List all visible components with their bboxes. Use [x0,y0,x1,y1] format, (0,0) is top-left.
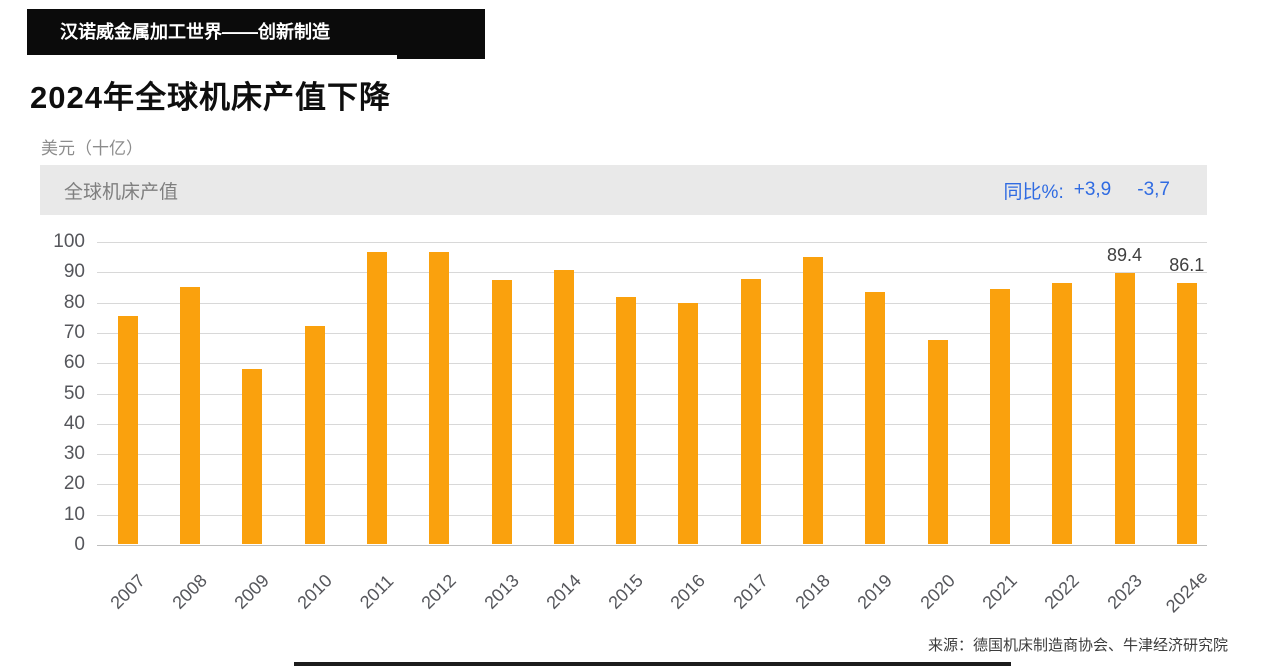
brand-banner-text: 汉诺威金属加工世界——创新制造 [60,22,330,42]
x-axis-tick-label: 2021 [978,570,1021,613]
y-axis-tick-label: 20 [63,473,85,495]
x-axis-tick-label: 2022 [1040,570,1084,613]
bar-2020 [927,340,948,544]
x-axis-tick-label: 2016 [666,570,710,613]
x-axis-tick-label: 2024e [1161,566,1212,617]
yoy-group: 同比%: +3,9 -3,7 [1004,177,1170,204]
y-axis-tick-label: 60 [63,352,85,374]
x-axis-tick-label: 2008 [168,570,211,613]
y-axis-tick-label: 30 [63,443,85,465]
bar-2015 [616,296,637,544]
gridline [97,272,1207,274]
gridline [97,545,1207,546]
yoy-value-2023: +3,9 [1073,179,1112,200]
x-axis-tick-label: 2017 [729,570,772,613]
bar-2011 [366,252,387,544]
bar-value-label: 86.1 [1169,255,1205,276]
bar-2007 [117,316,138,544]
gridline [97,393,1207,395]
x-axis-tick-label: 2020 [916,570,959,613]
y-axis-tick-label: 90 [63,261,85,283]
bar-2019 [865,291,886,544]
bottom-strip [294,662,1011,666]
bar-2018 [803,257,823,544]
x-axis-tick-label: 2009 [230,570,274,613]
x-axis-tick-label: 2014 [542,570,585,613]
bar-2024e [1176,283,1197,544]
source-note: 来源：德国机床制造商协会、牛津经济研究院 [927,637,1228,654]
bar-value-label: 89.4 [1106,245,1143,266]
brand-banner: 汉诺威金属加工世界——创新制造 [27,9,485,59]
y-axis-tick-label: 100 [53,231,85,252]
x-axis-tick-label: 2012 [417,570,461,613]
chart-header-panel: 全球机床产值 同比%: +3,9 -3,7 [40,165,1207,215]
x-axis-tick-label: 2011 [355,570,398,613]
bar-2022 [1052,283,1073,544]
bar-2010 [304,325,325,544]
gridline [97,332,1207,334]
bar-2009 [242,369,263,544]
y-axis-tick-label: 40 [63,412,85,434]
x-axis-tick-label: 2018 [791,570,834,613]
gridline [97,423,1207,425]
x-axis-tick-label: 2007 [106,570,149,613]
gridline [97,514,1207,516]
bar-2023 [1114,273,1135,544]
gridline [97,242,1207,243]
unit-label: 美元（十亿） [41,139,143,158]
yoy-label: 同比%: [1003,181,1064,203]
bar-2012 [429,252,450,544]
bar-chart: 0 10 20 30 40 50 60 70 80 90 100 2007 2008 2009 2010 20… [53,232,1211,617]
y-axis-tick-label: 10 [63,503,85,525]
page-title: 2024年全球机床产值下降 [30,80,391,115]
bar-2014 [553,269,574,544]
y-axis-tick-label: 80 [63,291,85,313]
series-label: 全球机床产值 [64,181,179,203]
x-axis-tick-label: 2023 [1102,570,1146,613]
x-axis-tick-label: 2013 [479,570,523,613]
x-axis-tick-label: 2010 [293,570,336,613]
gridline [97,454,1207,456]
bar-2008 [180,287,200,544]
bar-2016 [678,303,699,544]
bar-2021 [989,288,1010,544]
bar-2017 [740,278,761,544]
y-axis-tick-label: 70 [63,321,85,343]
gridline [97,484,1207,486]
y-axis-tick-label: 0 [74,534,85,555]
gridline [97,363,1207,365]
gridline [97,302,1207,304]
yoy-value-2024: -3,7 [1137,179,1170,200]
bar-2013 [491,280,512,544]
x-axis-tick-label: 2019 [853,570,897,613]
y-axis-tick-label: 50 [63,382,85,404]
x-axis-tick-label: 2015 [604,570,647,613]
